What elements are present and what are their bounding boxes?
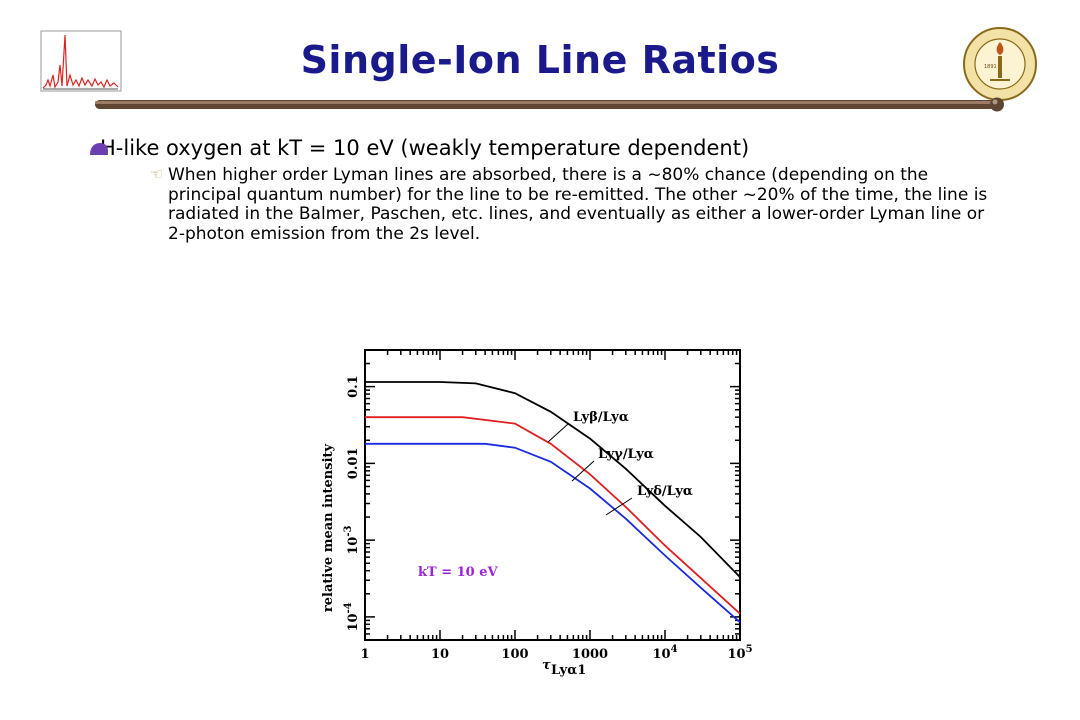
y-tick-label: 10-3: [343, 525, 361, 554]
pointing-hand-icon: ☜: [150, 165, 164, 183]
svg-text:1891: 1891: [984, 64, 997, 70]
series-label-leader: [571, 460, 595, 482]
x-axis-label: τ Lyα1: [542, 658, 586, 678]
x-tick-label: 104: [652, 644, 677, 662]
series-label: Lyδ/Lyα: [637, 484, 693, 499]
bullet-point-1: H-like oxygen at kT = 10 eV (weakly temp…: [90, 133, 1000, 163]
x-tick-label: 1000: [572, 647, 608, 662]
bullet-2-text: When higher order Lyman lines are absorb…: [168, 165, 988, 244]
bullet-point-2: ☜ When higher order Lyman lines are abso…: [150, 165, 998, 244]
series-label: Lyβ/Lyα: [573, 410, 629, 425]
y-tick-label: 0.1: [346, 375, 361, 398]
line-ratio-chart: 1 10 100 1000 104 105 10-4 10-3 0.01 0.1 Lyβ/Lyα Ly…: [321, 349, 753, 678]
x-axis-label-tau: τ: [542, 658, 551, 673]
series-line: [365, 381, 741, 578]
spectrum-thumbnail-icon: [40, 30, 122, 92]
x-tick-label: 1: [360, 647, 369, 662]
title-underline: [95, 97, 1004, 112]
series-label-leader: [547, 423, 569, 443]
kt-annotation: kT = 10 eV: [418, 565, 499, 580]
series-label-leader: [605, 497, 633, 516]
slide-title: Single-Ion Line Ratios: [300, 38, 780, 82]
y-tick-label: 0.01: [346, 448, 361, 480]
rounded-bullet-icon: [90, 143, 108, 155]
series-line: [365, 416, 741, 615]
plot-frame: [364, 349, 741, 641]
y-axis-label: relative mean intensity: [321, 443, 336, 612]
x-axis-label-subscript: Lyα1: [551, 663, 586, 678]
x-tick-label: 100: [501, 647, 528, 662]
bullet-1-text: H-like oxygen at kT = 10 eV (weakly temp…: [100, 136, 750, 160]
series-line: [365, 442, 741, 623]
x-tick-label: 10: [431, 647, 449, 662]
x-tick-label: 105: [727, 644, 752, 662]
caltech-seal-logo: 1891: [963, 27, 1037, 101]
y-tick-label: 10-4: [343, 602, 361, 631]
series-label: Lyγ/Lyα: [598, 447, 654, 462]
